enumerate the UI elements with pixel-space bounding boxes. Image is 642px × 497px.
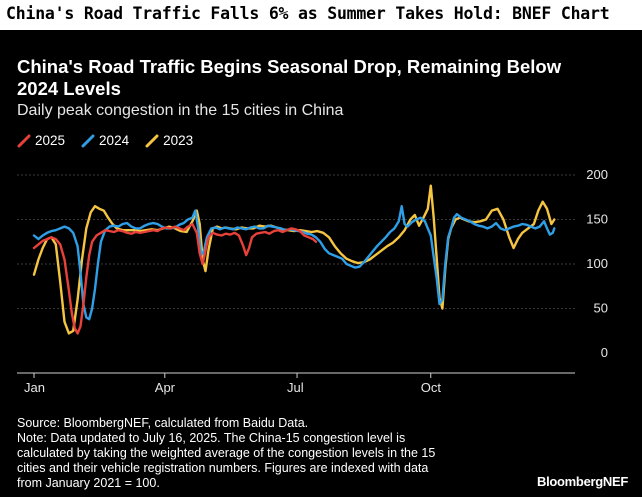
- legend-item-2024: 2024: [81, 133, 129, 148]
- y-tick-label-50: 50: [594, 301, 608, 316]
- x-tick-label-apr: Apr: [155, 380, 176, 395]
- note-line-3: cities and their vehicle registration nu…: [17, 461, 429, 475]
- legend-label-2024: 2024: [99, 133, 130, 148]
- brand-logo: BloombergNEF: [536, 474, 628, 489]
- note-line-4: from January 2021 = 100.: [17, 476, 160, 490]
- legend-swatch-2025: [17, 134, 31, 147]
- x-tick-label-jan: Jan: [24, 380, 45, 395]
- y-tick-label-150: 150: [586, 212, 608, 227]
- x-tick-label-jul: Jul: [287, 380, 304, 395]
- y-tick-label-100: 100: [586, 256, 608, 271]
- chart-subtitle: Daily peak congestion in the 15 cities i…: [17, 102, 344, 119]
- note-line-2: calculated by taking the weighted averag…: [17, 446, 436, 460]
- note-line-1: Note: Data updated to July 16, 2025. The…: [17, 431, 406, 445]
- headline-text: China's Road Traffic Falls 6% as Summer …: [6, 4, 610, 23]
- chart-legend: 2025 2024 2023: [17, 133, 193, 148]
- line-chart: 0 50 100 150 200 Jan Apr Jul Oct: [17, 167, 608, 395]
- legend-swatch-2023: [145, 134, 159, 147]
- chart-title: China's Road Traffic Begins Seasonal Dro…: [17, 56, 562, 99]
- legend-item-2025: 2025: [17, 133, 65, 148]
- headline-banner: China's Road Traffic Falls 6% as Summer …: [0, 0, 642, 30]
- legend-label-2025: 2025: [35, 133, 66, 148]
- series-line-2023: [32, 184, 556, 335]
- legend-swatch-2024: [81, 134, 95, 147]
- y-tick-label-0: 0: [601, 345, 608, 360]
- y-tick-label-200: 200: [586, 167, 608, 182]
- legend-item-2023: 2023: [145, 133, 193, 148]
- chart-footer: Source: BloombergNEF, calculated from Ba…: [17, 416, 497, 491]
- x-tick-label-oct: Oct: [421, 380, 442, 395]
- source-note: Source: BloombergNEF, calculated from Ba…: [17, 416, 309, 430]
- series-line-2025: [32, 222, 318, 335]
- legend-label-2023: 2023: [163, 133, 194, 148]
